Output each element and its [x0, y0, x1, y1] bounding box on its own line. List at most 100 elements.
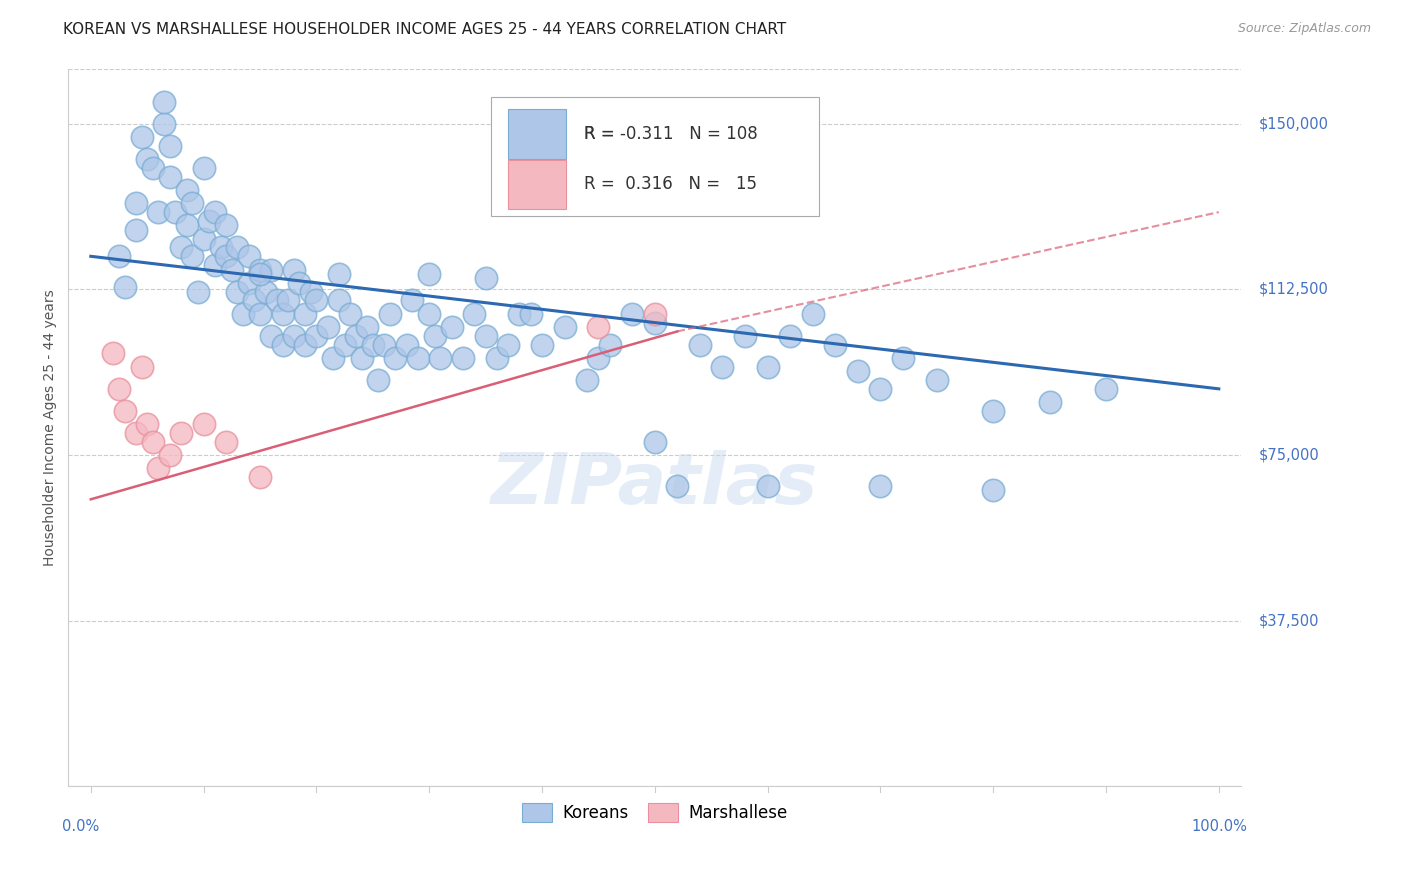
Point [254, 285, 277, 299]
Point [328, 267, 350, 281]
Point [305, 328, 328, 343]
Point [159, 448, 181, 462]
Point [1039, 395, 1062, 409]
Point [1095, 382, 1118, 396]
Point [423, 328, 446, 343]
Point [734, 328, 756, 343]
Point [148, 205, 170, 219]
Text: ZIPatlas: ZIPatlas [491, 450, 818, 519]
Point [226, 285, 249, 299]
Point [496, 337, 519, 351]
Point [299, 285, 322, 299]
Point [209, 240, 232, 254]
Point [260, 328, 283, 343]
Point [316, 320, 339, 334]
Point [463, 307, 485, 321]
Point [114, 404, 136, 418]
Point [249, 267, 271, 281]
Point [238, 276, 260, 290]
Point [271, 307, 294, 321]
Point [181, 196, 204, 211]
Point [114, 280, 136, 294]
Point [356, 320, 378, 334]
Text: R =: R = [585, 125, 620, 144]
Point [260, 262, 283, 277]
Point [869, 479, 891, 493]
Point [599, 337, 621, 351]
Point [519, 307, 541, 321]
Point [588, 351, 610, 365]
Point [170, 425, 193, 440]
Point [193, 417, 215, 432]
Point [779, 328, 801, 343]
Point [644, 434, 666, 449]
Point [474, 271, 496, 285]
Point [125, 223, 148, 237]
FancyBboxPatch shape [491, 97, 820, 216]
Point [277, 293, 299, 308]
Point [181, 249, 204, 263]
Point [215, 219, 238, 233]
Point [981, 404, 1004, 418]
Point [644, 316, 666, 330]
Point [294, 337, 316, 351]
Point [981, 483, 1004, 498]
Point [294, 307, 316, 321]
Point [136, 417, 159, 432]
Point [418, 267, 440, 281]
Text: Source: ZipAtlas.com: Source: ZipAtlas.com [1237, 22, 1371, 36]
Point [666, 479, 689, 493]
Text: $112,500: $112,500 [1258, 282, 1329, 297]
Point [249, 470, 271, 484]
Point [108, 382, 131, 396]
Point [249, 307, 271, 321]
Point [238, 249, 260, 263]
Point [215, 249, 238, 263]
Point [176, 183, 198, 197]
Point [136, 152, 159, 166]
Point [204, 205, 226, 219]
Point [249, 262, 271, 277]
Point [103, 346, 125, 360]
Point [153, 117, 176, 131]
Point [588, 320, 610, 334]
Point [689, 337, 711, 351]
Point [148, 461, 170, 475]
Point [153, 95, 176, 109]
Point [159, 138, 181, 153]
Point [305, 293, 328, 308]
Point [756, 479, 779, 493]
Point [373, 337, 395, 351]
Point [283, 262, 305, 277]
Point [621, 307, 644, 321]
Text: 100.0%: 100.0% [1191, 819, 1247, 834]
Point [429, 351, 451, 365]
Text: KOREAN VS MARSHALLESE HOUSEHOLDER INCOME AGES 25 - 44 YEARS CORRELATION CHART: KOREAN VS MARSHALLESE HOUSEHOLDER INCOME… [63, 22, 786, 37]
Point [243, 293, 266, 308]
Point [395, 337, 418, 351]
Point [108, 249, 131, 263]
Point [125, 196, 148, 211]
Point [159, 169, 181, 184]
Point [328, 293, 350, 308]
Point [187, 285, 209, 299]
Y-axis label: Householder Income Ages 25 - 44 years: Householder Income Ages 25 - 44 years [44, 289, 58, 566]
Point [846, 364, 869, 378]
Point [226, 240, 249, 254]
Text: $37,500: $37,500 [1258, 614, 1319, 628]
Text: $75,000: $75,000 [1258, 448, 1320, 463]
FancyBboxPatch shape [508, 160, 565, 209]
Point [418, 307, 440, 321]
Point [131, 359, 153, 374]
Point [824, 337, 846, 351]
Text: $150,000: $150,000 [1258, 116, 1329, 131]
Point [288, 276, 311, 290]
Point [125, 425, 148, 440]
Point [322, 351, 344, 365]
Point [165, 205, 187, 219]
Point [193, 232, 215, 246]
Point [485, 351, 508, 365]
Point [925, 373, 948, 387]
Point [508, 307, 530, 321]
Point [333, 337, 356, 351]
